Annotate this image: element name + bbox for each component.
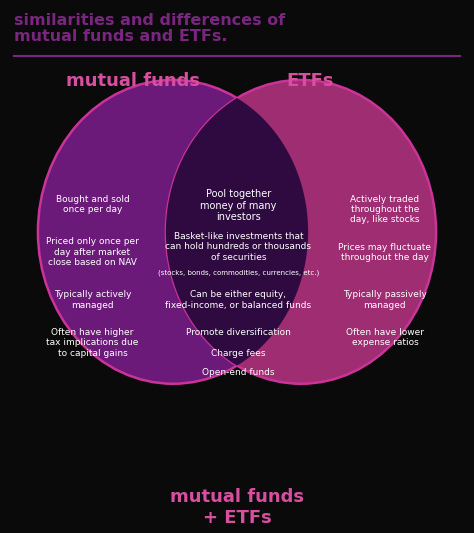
Text: Often have lower
expense ratios: Often have lower expense ratios [346, 328, 424, 347]
Text: Typically actively
managed: Typically actively managed [54, 290, 131, 310]
Text: Prices may fluctuate
throughout the day: Prices may fluctuate throughout the day [338, 243, 431, 262]
Text: Often have higher
tax implications due
to capital gains: Often have higher tax implications due t… [46, 328, 138, 358]
Ellipse shape [38, 80, 308, 384]
Ellipse shape [166, 80, 436, 384]
Text: mutual funds: mutual funds [66, 72, 200, 90]
Text: Promote diversification: Promote diversification [186, 328, 291, 337]
Text: Priced only once per
day after market
close based on NAV: Priced only once per day after market cl… [46, 237, 139, 267]
Text: similarities and differences of: similarities and differences of [14, 13, 285, 28]
Text: mutual funds: mutual funds [170, 488, 304, 506]
Text: Open-end funds: Open-end funds [202, 368, 274, 377]
Text: Can be either equity,
fixed-income, or balanced funds: Can be either equity, fixed-income, or b… [165, 290, 311, 310]
Text: Basket-like investments that
can hold hundreds or thousands
of securities: Basket-like investments that can hold hu… [165, 232, 311, 262]
Text: Actively traded
throughout the
day, like stocks: Actively traded throughout the day, like… [350, 195, 419, 224]
Text: (stocks, bonds, commodities, currencies, etc.): (stocks, bonds, commodities, currencies,… [158, 269, 319, 276]
Text: Bought and sold
once per day: Bought and sold once per day [55, 195, 129, 214]
Text: ETFs: ETFs [287, 72, 334, 90]
Text: Typically passively
managed: Typically passively managed [343, 290, 427, 310]
Text: Pool together
money of many
investors: Pool together money of many investors [200, 189, 277, 222]
Text: + ETFs: + ETFs [202, 509, 272, 527]
Polygon shape [166, 98, 308, 366]
Text: mutual funds and ETFs.: mutual funds and ETFs. [14, 29, 228, 44]
Text: Charge fees: Charge fees [211, 349, 265, 358]
